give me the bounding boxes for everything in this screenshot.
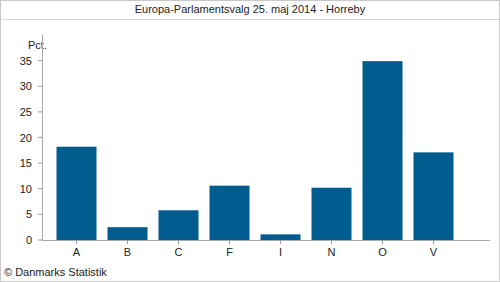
bar xyxy=(363,61,403,240)
x-tick xyxy=(229,240,230,244)
y-tick-label: 30 xyxy=(20,80,32,92)
y-tick xyxy=(38,86,42,87)
x-tick xyxy=(127,240,128,244)
y-axis-label: Pct. xyxy=(28,39,47,51)
y-tick-label: 5 xyxy=(26,208,32,220)
bar xyxy=(57,147,97,240)
y-tick xyxy=(38,137,42,138)
y-tick xyxy=(38,163,42,164)
title-rule xyxy=(1,19,499,20)
chart-svg: Europa-Parlamentsvalg 25. maj 2014 - Hor… xyxy=(0,0,500,282)
x-tick xyxy=(280,240,281,244)
y-tick-label: 15 xyxy=(20,157,32,169)
x-tick xyxy=(433,240,434,244)
title: Europa-Parlamentsvalg 25. maj 2014 - Hor… xyxy=(135,3,366,15)
y-tick-label: 20 xyxy=(20,132,32,144)
y-tick xyxy=(38,60,42,61)
frame xyxy=(1,1,500,282)
y-tick xyxy=(38,188,42,189)
x-tick xyxy=(76,240,77,244)
x-tick-label: F xyxy=(226,246,233,258)
source: © Danmarks Statistik xyxy=(4,266,107,278)
x-tick xyxy=(331,240,332,244)
bar xyxy=(210,186,250,240)
bar xyxy=(261,234,301,240)
x-tick-label: N xyxy=(328,246,336,258)
y-tick-label: 25 xyxy=(20,106,32,118)
y-tick xyxy=(38,214,42,215)
x-tick xyxy=(178,240,179,244)
x-axis xyxy=(42,240,490,241)
x-tick-label: A xyxy=(73,246,81,258)
bars xyxy=(57,61,454,240)
y-tick xyxy=(38,111,42,112)
x-tick-label: C xyxy=(175,246,183,258)
x-tick-label: V xyxy=(430,246,438,258)
x-tick-label: O xyxy=(378,246,387,258)
bar xyxy=(159,210,199,240)
x-tick-label: I xyxy=(279,246,282,258)
y-tick-label: 10 xyxy=(20,183,32,195)
bar xyxy=(414,152,454,240)
bar xyxy=(108,227,148,240)
y-tick-label: 35 xyxy=(20,55,32,67)
y-axis xyxy=(42,35,43,240)
x-tick xyxy=(382,240,383,244)
bar xyxy=(312,188,352,240)
y-tick xyxy=(38,240,42,241)
x-tick-label: B xyxy=(124,246,131,258)
y-tick-label: 0 xyxy=(26,234,32,246)
chart-container: Europa-Parlamentsvalg 25. maj 2014 - Hor… xyxy=(0,0,500,282)
